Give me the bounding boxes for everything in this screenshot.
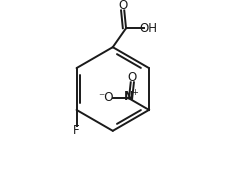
- Text: N: N: [124, 90, 134, 103]
- Text: F: F: [73, 124, 80, 137]
- Text: O: O: [119, 0, 128, 12]
- Text: +: +: [131, 88, 138, 97]
- Text: O: O: [128, 71, 137, 84]
- Text: ⁻O: ⁻O: [99, 91, 114, 104]
- Text: OH: OH: [139, 22, 157, 35]
